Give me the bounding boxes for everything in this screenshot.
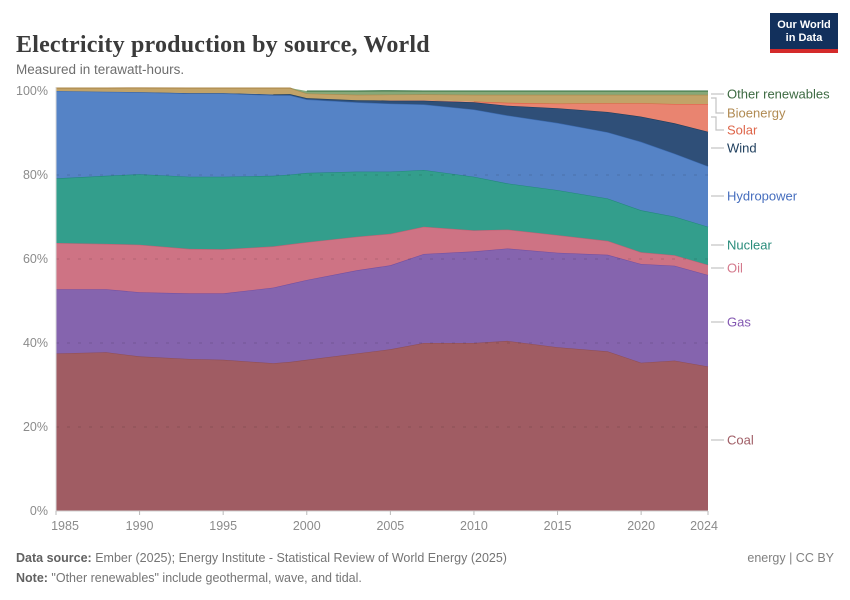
stacked-area-chart[interactable]: 0% 20% 40% 60% 80% 100% 1985 1990 1995 2000 2005 20…	[0, 0, 850, 545]
x-tick-label-2000: 2000	[293, 519, 321, 533]
x-tick-label-1995: 1995	[209, 519, 237, 533]
owid-logo-line1: Our World	[777, 19, 831, 31]
x-tick-label-2020: 2020	[627, 519, 655, 533]
data-source-label: Data source:	[16, 551, 92, 565]
area-layer-wind[interactable]	[56, 91, 708, 167]
legend-item-oil[interactable]: Oil	[727, 260, 743, 276]
page-title: Electricity production by source, World	[16, 32, 430, 59]
legend-connector-solar	[711, 116, 724, 131]
area-layer-nuclear[interactable]	[56, 170, 708, 265]
owid-logo-line2: in Data	[785, 32, 823, 44]
x-tick-label-2024: 2024	[690, 519, 718, 533]
area-layers[interactable]	[55, 87, 709, 511]
legend-item-solar[interactable]: Solar	[727, 122, 758, 138]
area-layer-gas[interactable]	[56, 248, 708, 367]
data-source-text: Ember (2025); Energy Institute - Statist…	[91, 551, 507, 565]
axes: 0% 20% 40% 60% 80% 100% 1985 1990 1995 2000 2005 20…	[16, 84, 718, 533]
chart-footer: Data source: Ember (2025); Energy Instit…	[16, 548, 834, 588]
legend-connectors	[711, 93, 724, 441]
legend-item-wind[interactable]: Wind	[727, 140, 757, 156]
legend-item-gas[interactable]: Gas	[727, 314, 751, 330]
y-tick-label-40: 40%	[23, 336, 48, 350]
legend-connector-bioenergy	[711, 97, 724, 114]
x-tick-label-1985: 1985	[51, 519, 79, 533]
x-tick-label-2010: 2010	[460, 519, 488, 533]
y-tick-label-80: 80%	[23, 168, 48, 182]
area-layer-bioenergy[interactable]	[56, 87, 708, 104]
legend-item-other-renewables[interactable]: Other renewables	[727, 86, 830, 102]
x-tick-label-2005: 2005	[376, 519, 404, 533]
legend-item-hydropower[interactable]: Hydropower	[727, 188, 798, 204]
note-text: "Other renewables" include geothermal, w…	[47, 571, 362, 585]
y-tick-label-100: 100%	[16, 84, 48, 98]
legend-item-bioenergy[interactable]: Bioenergy	[727, 105, 786, 121]
note-line: Note: "Other renewables" include geother…	[16, 568, 834, 588]
owid-logo[interactable]: Our World in Data	[770, 13, 838, 53]
area-layer-hydropower[interactable]	[56, 91, 708, 227]
x-tick-label-2015: 2015	[544, 519, 572, 533]
chart-subtitle: Measured in terawatt-hours.	[16, 62, 185, 77]
data-source-line: Data source: Ember (2025); Energy Instit…	[16, 548, 834, 568]
y-tick-label-60: 60%	[23, 252, 48, 266]
note-label: Note:	[16, 571, 48, 585]
area-layer-oil[interactable]	[56, 226, 708, 294]
area-layer-coal[interactable]	[56, 340, 708, 511]
license-link[interactable]: energy | CC BY	[747, 551, 834, 565]
legend-item-coal[interactable]: Coal	[727, 432, 754, 448]
y-tick-label-20: 20%	[23, 420, 48, 434]
x-tick-label-1990: 1990	[126, 519, 154, 533]
y-tick-label-0: 0%	[30, 504, 48, 518]
legend-item-nuclear[interactable]: Nuclear	[727, 237, 772, 253]
